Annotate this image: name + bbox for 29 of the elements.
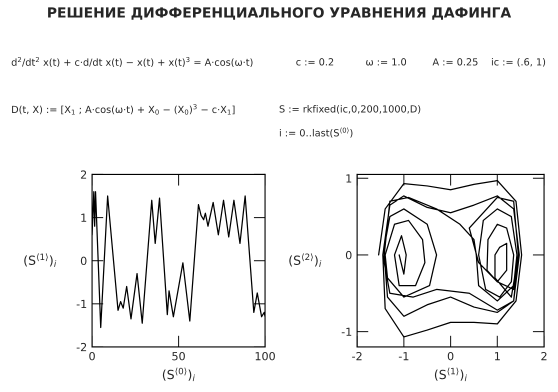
chart-title: РЕШЕНИЕ ДИФФЕРЕНЦИАЛЬНОГО УРАВНЕНИЯ ДАФИНГА bbox=[48, 7, 512, 20]
x-tick-label: -2 bbox=[352, 352, 362, 360]
y-tick-label: 0 bbox=[346, 250, 352, 260]
text: d$^{2}$/dt$^{2}$ x(t) + c·d/dt x(t) − x(t) + x(t)$^{3}$ = A·cos(ω·t) bbox=[12, 56, 253, 68]
x-tick-label: 100 bbox=[256, 352, 275, 360]
x-axis-title: (S$^{⟨0⟩}$)$_{i}$ bbox=[162, 368, 195, 382]
x-tick-label: 2 bbox=[541, 352, 546, 360]
x-tick-label: 1 bbox=[495, 352, 500, 360]
text: A := 0.25 bbox=[432, 58, 478, 66]
text: ω := 1.0 bbox=[366, 58, 406, 66]
x-tick-label: 50 bbox=[172, 352, 185, 360]
y-tick-label: 1 bbox=[346, 174, 352, 182]
text: ic := (.6, 1) bbox=[492, 58, 546, 67]
text: i := 0‥last(S$^{⟨0⟩}$) bbox=[280, 127, 352, 138]
text: c := 0.2 bbox=[296, 58, 334, 66]
y-tick-label: -1 bbox=[342, 328, 352, 336]
text: D(t, X) := [X$_{1}$ ; A·cos(ω·t) + X$_{0}$ − (X$_{0}$)$^{3}$ − c·X$_{1}$] bbox=[12, 104, 235, 115]
y-axis-title: (S$^{⟨2⟩}$)$_{i}$ bbox=[289, 253, 322, 267]
y-tick-label: -1 bbox=[76, 300, 86, 308]
y-tick-label: -2 bbox=[76, 342, 86, 352]
y-axis-title: (S$^{⟨1⟩}$)$_{i}$ bbox=[24, 253, 56, 267]
y-tick-label: 0 bbox=[80, 256, 86, 266]
x-tick-label: 0 bbox=[448, 352, 454, 360]
text: S := rkfixed(ic,0,200,1000,D) bbox=[280, 105, 420, 114]
x-axis-title: (S$^{⟨1⟩}$)$_{i}$ bbox=[434, 368, 467, 382]
y-tick-label: 1 bbox=[81, 214, 86, 222]
y-tick-label: 2 bbox=[80, 170, 86, 179]
x-tick-label: 0 bbox=[89, 352, 95, 360]
x-tick-label: -1 bbox=[398, 352, 408, 360]
